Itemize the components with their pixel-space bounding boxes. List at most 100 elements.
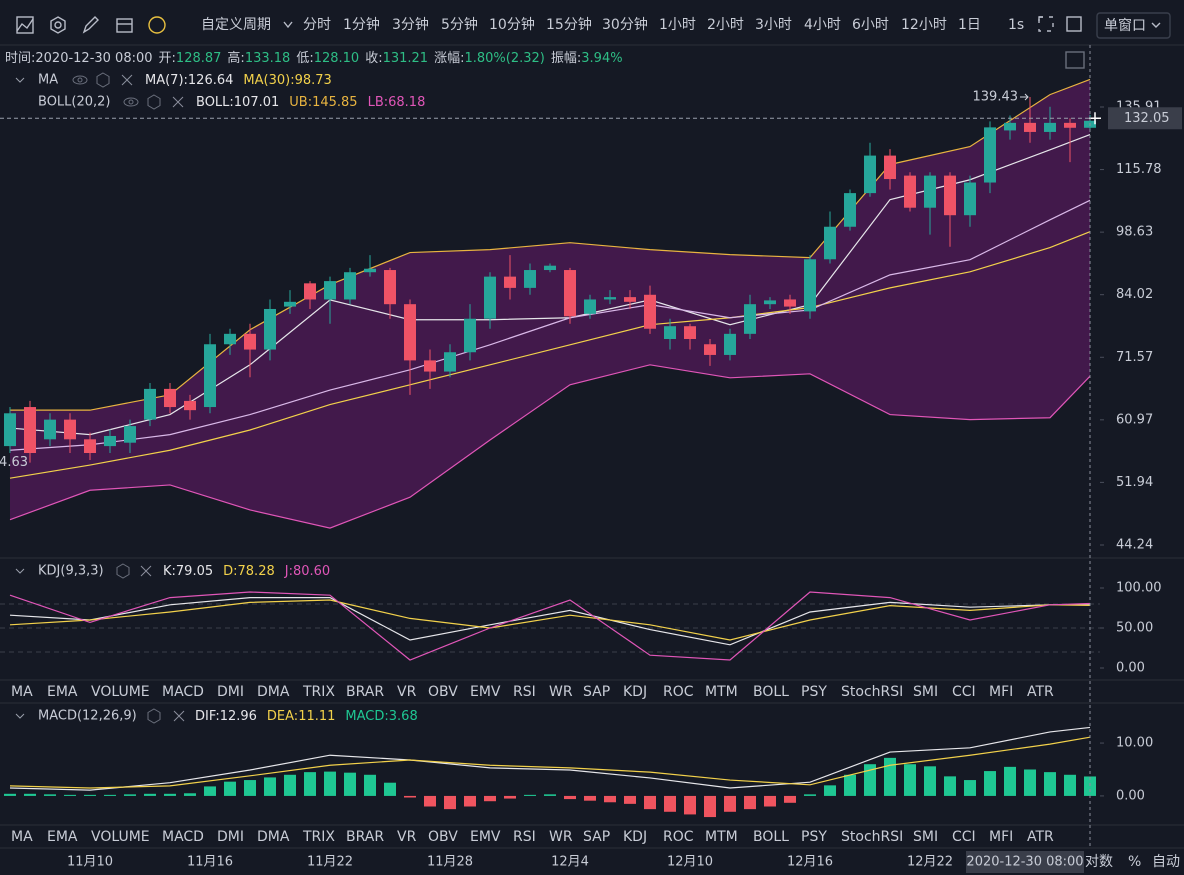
period-option[interactable]: 3小时	[755, 17, 792, 33]
indicator-tab[interactable]: MFI	[989, 829, 1013, 845]
collapse-icon[interactable]	[15, 77, 25, 83]
indicator-tab[interactable]: WR	[549, 684, 573, 700]
period-option[interactable]: 4小时	[804, 17, 841, 33]
period-option[interactable]: 12小时	[901, 17, 947, 33]
indicator-tab[interactable]: PSY	[801, 684, 827, 700]
dropdown-caret[interactable]	[1151, 22, 1161, 28]
indicator-tab[interactable]: MFI	[989, 684, 1013, 700]
period-option[interactable]: 15分钟	[546, 16, 592, 33]
icon-indicator[interactable]	[148, 16, 166, 34]
indicator-tab[interactable]: BRAR	[346, 829, 384, 845]
indicator-tab[interactable]: TRIX	[302, 829, 335, 845]
indicator-tab[interactable]: MTM	[705, 829, 738, 845]
settings-icon[interactable]	[116, 563, 130, 579]
indicator-tab[interactable]: PSY	[801, 829, 827, 845]
remove-icon[interactable]	[173, 710, 185, 722]
window-mode[interactable]: 单窗口	[1104, 17, 1146, 34]
icon-line[interactable]	[16, 18, 34, 32]
icon-line-frame[interactable]	[16, 16, 34, 34]
remove-icon[interactable]	[140, 565, 152, 577]
indicator-tab[interactable]: KDJ	[623, 829, 647, 845]
remove-icon[interactable]	[121, 74, 133, 86]
indicator-tab[interactable]: SAP	[583, 829, 610, 845]
period-option[interactable]: 2小时	[707, 17, 744, 33]
axis-control[interactable]: 对数	[1085, 854, 1113, 870]
period-option[interactable]: 1日	[958, 17, 981, 33]
icon-draw[interactable]	[82, 16, 99, 34]
indicator-tab[interactable]: RSI	[513, 829, 536, 845]
indicator-tab[interactable]: EMV	[470, 684, 501, 700]
indicator-tab[interactable]: ROC	[663, 829, 694, 845]
icon-expand[interactable]	[1065, 51, 1085, 69]
indicator-tab[interactable]: WR	[549, 829, 573, 845]
indicator-tab[interactable]: StochRSI	[841, 684, 903, 700]
indicator-tab[interactable]: MTM	[705, 684, 738, 700]
indicator-tab[interactable]: DMA	[257, 829, 290, 845]
high-label: 139.43	[973, 90, 1019, 105]
settings-icon[interactable]	[96, 72, 110, 88]
toolbar-icons[interactable]	[16, 12, 1171, 69]
axis-control[interactable]: %	[1128, 854, 1141, 870]
period-option[interactable]: 1分钟	[343, 16, 380, 33]
icon-fullscreen[interactable]	[1038, 16, 1054, 32]
indicator-tab[interactable]: DMA	[257, 684, 290, 700]
remove-icon[interactable]	[172, 96, 184, 108]
period-option[interactable]: 30分钟	[602, 16, 648, 33]
period-option[interactable]: 10分钟	[489, 16, 535, 33]
indicator-tab[interactable]: VR	[397, 829, 417, 845]
period-option[interactable]: 1小时	[659, 17, 696, 33]
collapse-icon[interactable]	[15, 713, 25, 719]
settings-icon[interactable]	[147, 94, 161, 110]
indicator-tab[interactable]: StochRSI	[841, 829, 903, 845]
indicator-tab[interactable]: VOLUME	[91, 829, 150, 845]
period-option[interactable]: 3分钟	[392, 16, 429, 33]
indicator-tab[interactable]: BOLL	[753, 684, 789, 700]
visibility-icon[interactable]	[123, 97, 139, 107]
settings-icon[interactable]	[147, 708, 161, 724]
indicator-tab[interactable]: SMI	[913, 684, 938, 700]
visibility-icon-pupil[interactable]	[77, 77, 83, 83]
indicator-line	[9, 736, 1091, 789]
period-option[interactable]: 5分钟	[441, 16, 478, 33]
indicator-tab[interactable]: DMI	[217, 829, 244, 845]
indicator-tab[interactable]: EMV	[470, 829, 501, 845]
candle-body	[924, 175, 936, 208]
indicator-tab[interactable]: SMI	[913, 829, 938, 845]
icon-popout[interactable]	[1066, 16, 1082, 32]
indicator-tab[interactable]: DMI	[217, 684, 244, 700]
visibility-icon-pupil[interactable]	[128, 99, 134, 105]
indicator-tab[interactable]: OBV	[428, 829, 458, 845]
indicator-tab[interactable]: ROC	[663, 684, 694, 700]
indicator-tab[interactable]: BOLL	[753, 829, 789, 845]
indicator-tab[interactable]: TRIX	[302, 684, 335, 700]
indicator-tab[interactable]: ATR	[1027, 684, 1054, 700]
indicator-tab[interactable]: VOLUME	[91, 684, 150, 700]
indicator-tab[interactable]: MA	[11, 829, 33, 845]
indicator-tab[interactable]: BRAR	[346, 684, 384, 700]
indicator-tab[interactable]: EMA	[47, 829, 78, 845]
icon-template[interactable]	[116, 18, 133, 33]
axis-control[interactable]: 自动	[1152, 854, 1180, 870]
indicator-tab[interactable]: SAP	[583, 684, 610, 700]
indicator-tab[interactable]: MACD	[162, 684, 204, 700]
icon-settings-core[interactable]	[54, 21, 62, 29]
indicator-tab[interactable]: OBV	[428, 684, 458, 700]
indicator-tab[interactable]: RSI	[513, 684, 536, 700]
indicator-tab[interactable]: VR	[397, 684, 417, 700]
indicator-tab[interactable]: MA	[11, 684, 33, 700]
indicator-tab[interactable]: MACD	[162, 829, 204, 845]
period-option[interactable]: 6小时	[852, 17, 889, 33]
period-option[interactable]: 分时	[303, 17, 331, 33]
indicator-tab[interactable]: ATR	[1027, 829, 1054, 845]
icon-settings[interactable]	[50, 16, 66, 34]
indicator-tab[interactable]: CCI	[952, 829, 976, 845]
indicator-tab[interactable]: EMA	[47, 684, 78, 700]
custom-period[interactable]: 自定义周期	[201, 17, 271, 33]
visibility-icon[interactable]	[72, 75, 88, 85]
dropdown-caret[interactable]	[283, 21, 293, 29]
indicator-tab[interactable]: CCI	[952, 684, 976, 700]
interval[interactable]: 1s	[1008, 17, 1024, 33]
indicator-tab[interactable]: KDJ	[623, 684, 647, 700]
collapse-icon[interactable]	[15, 568, 25, 574]
window-select[interactable]	[1096, 12, 1171, 39]
